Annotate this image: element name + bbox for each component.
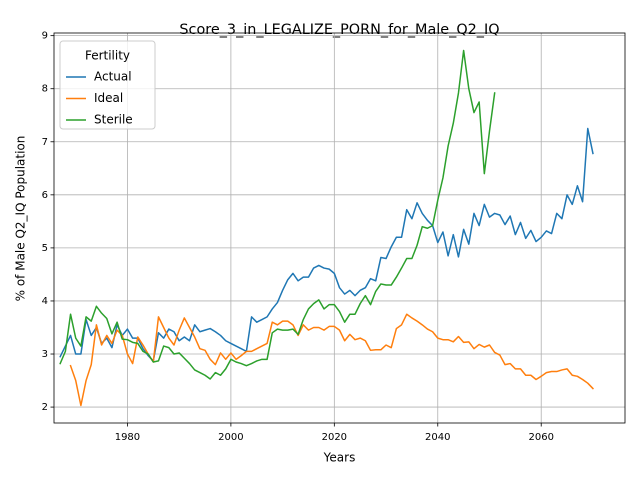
y-tick-label: 5 — [42, 243, 48, 254]
y-tick-label: 4 — [42, 296, 48, 307]
y-tick-label: 3 — [42, 349, 48, 360]
grid-lines — [54, 33, 625, 423]
series-lines — [59, 49, 594, 407]
legend: Fertility Actual Ideal Sterile — [59, 40, 156, 130]
y-tick-label: 7 — [42, 137, 48, 148]
x-axis-label: Years — [323, 451, 356, 465]
legend-label-actual: Actual — [94, 70, 132, 84]
series-line-sterile — [59, 49, 496, 380]
chart-title: Score_3_in_LEGALIZE_PORN_for_Male_Q2_IQ — [179, 22, 499, 38]
y-tick-label: 2 — [42, 402, 48, 413]
y-axis: 2 3 4 5 6 7 8 9 — [42, 31, 54, 413]
y-axis-label: % of Male Q2_IQ Population — [14, 136, 28, 302]
y-tick-label: 9 — [42, 31, 48, 42]
legend-title: Fertility — [85, 49, 130, 63]
y-tick-label: 6 — [42, 190, 48, 201]
series-line-ideal — [69, 313, 594, 407]
x-tick-label: 2060 — [528, 432, 553, 443]
y-tick-label: 8 — [42, 84, 48, 95]
x-axis: 1980 2000 2020 2040 2060 — [115, 423, 554, 443]
legend-items: Actual Ideal Sterile — [66, 70, 133, 127]
legend-label-sterile: Sterile — [94, 113, 133, 127]
x-tick-label: 2040 — [425, 432, 450, 443]
x-tick-label: 1980 — [115, 432, 140, 443]
x-tick-label: 2000 — [218, 432, 243, 443]
legend-label-ideal: Ideal — [94, 91, 123, 105]
plot-area-frame — [53, 32, 626, 424]
x-tick-label: 2020 — [322, 432, 347, 443]
legend-box — [59, 40, 156, 130]
